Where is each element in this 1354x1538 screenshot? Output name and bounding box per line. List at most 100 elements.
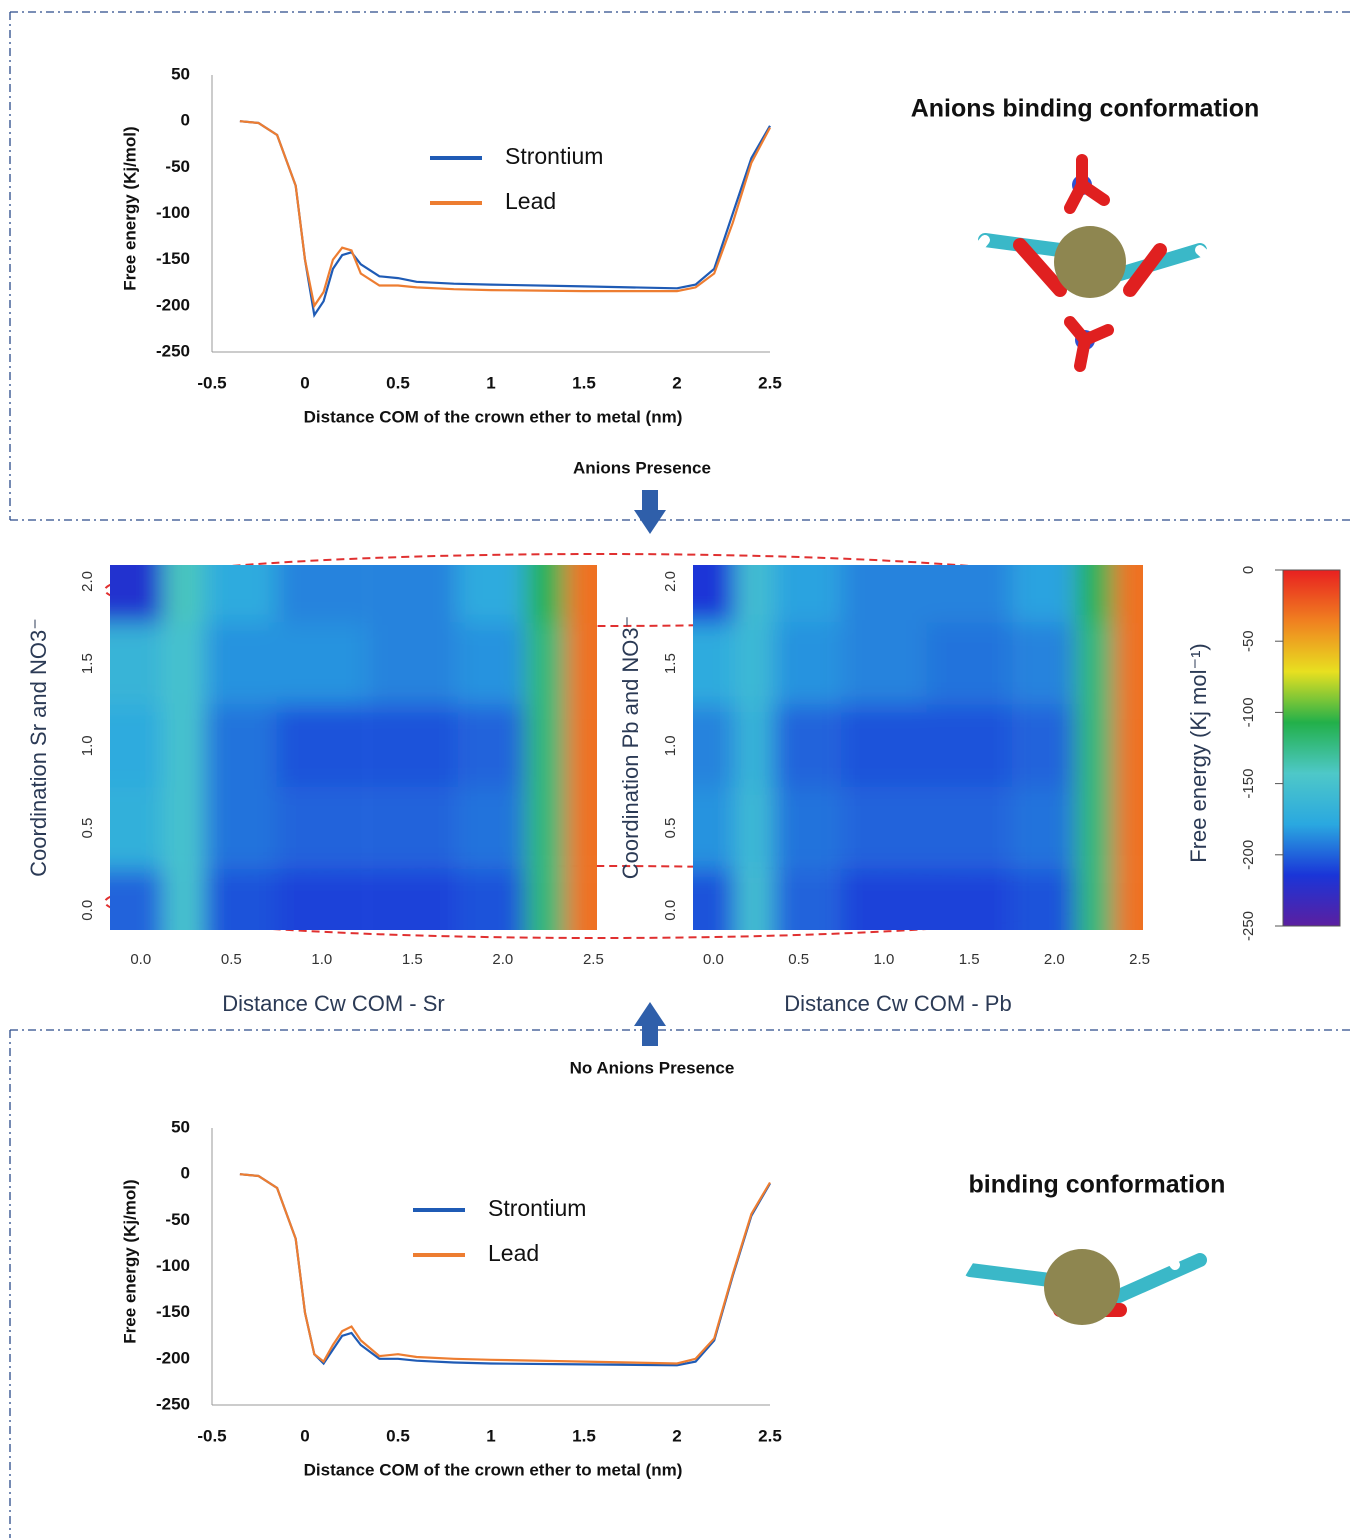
x-tick-label: 1.0: [873, 951, 894, 968]
heat-cell: [927, 787, 1012, 869]
y-tick-label: -150: [156, 1302, 190, 1321]
colorbar-tick-label: -100: [1240, 697, 1257, 727]
y-tick-label: -200: [156, 1348, 190, 1367]
x-axis-label: Distance Cw COM - Pb: [784, 991, 1011, 1016]
heat-cell: [163, 623, 204, 705]
heat-cell: [163, 869, 204, 979]
y-tick-label: 50: [171, 1117, 190, 1136]
molecule-plain: [960, 1245, 1200, 1355]
legend-label: Lead: [505, 188, 556, 214]
heat-cell: [163, 516, 204, 623]
heat-cell: [773, 787, 841, 869]
y-tick-label: -50: [165, 1210, 190, 1229]
heat-cell: [773, 623, 841, 705]
heat-cell: [367, 705, 458, 787]
x-tick-label: 1: [486, 1426, 495, 1445]
heat-cell: [1076, 623, 1114, 705]
y-axis-label: Free energy (Kj/mol): [120, 1179, 139, 1343]
heatmap-cells: [56, 516, 652, 980]
colorbar-label: Free energy (Kj mol⁻¹): [1186, 643, 1211, 862]
heat-cell: [525, 623, 566, 705]
y-tick-label: 0.5: [79, 818, 96, 839]
y-tick-label: 0.0: [79, 900, 96, 921]
x-tick-label: 0.5: [788, 951, 809, 968]
x-tick-label: 1.0: [311, 951, 332, 968]
heat-cell: [841, 623, 926, 705]
anions-presence: Anions Presence: [573, 458, 711, 477]
heat-cell: [1114, 516, 1194, 623]
heat-cell: [773, 705, 841, 787]
heat-cell: [735, 787, 773, 869]
heat-cell: [1114, 787, 1194, 869]
heat-cell: [56, 787, 164, 869]
molecule-title: binding conformation: [969, 1171, 1226, 1199]
x-tick-label: 0.5: [221, 951, 242, 968]
heat-cell: [458, 516, 526, 623]
heat-cell: [163, 787, 204, 869]
heat-cell: [1076, 705, 1114, 787]
heat-cell: [927, 623, 1012, 705]
heat-cell: [277, 705, 368, 787]
y-tick-label: 2.0: [79, 571, 96, 592]
x-tick-label: -0.5: [197, 373, 226, 392]
legend-label: Lead: [488, 1240, 539, 1266]
heat-cell: [927, 516, 1012, 623]
x-tick-label: 1: [486, 373, 495, 392]
heat-cell: [1012, 516, 1076, 623]
x-tick-label: 0.0: [130, 951, 151, 968]
y-tick-label: -150: [156, 249, 190, 268]
y-tick-label: 0.0: [662, 900, 679, 921]
colorbar-tick-label: -200: [1240, 840, 1257, 870]
y-tick-label: 0: [181, 1164, 190, 1183]
heat-cell: [841, 787, 926, 869]
heat-cell: [458, 623, 526, 705]
y-axis-label: Free energy (Kj/mol): [120, 126, 139, 290]
heat-cell: [1012, 623, 1076, 705]
heat-cell: [735, 623, 773, 705]
heatmap: [642, 516, 1194, 980]
y-tick-label: 1.5: [79, 653, 96, 674]
colorbar-tick-label: -250: [1240, 911, 1257, 941]
x-tick-label: 1.5: [402, 951, 423, 968]
x-axis-label: Distance Cw COM - Sr: [222, 991, 444, 1016]
y-tick-label: -250: [156, 1394, 190, 1413]
heatmap-cells: [642, 516, 1194, 980]
heat-cell: [56, 705, 164, 787]
y-tick-label: 0.5: [662, 818, 679, 839]
molecule-anions: [965, 160, 1220, 366]
heat-cell: [841, 705, 926, 787]
no-anions-presence: No Anions Presence: [570, 1058, 735, 1077]
y-tick-label: 0: [181, 111, 190, 130]
legend-label: Strontium: [505, 143, 603, 169]
heat-cell: [277, 516, 368, 623]
heat-cell: [642, 623, 735, 705]
heat-cell: [458, 787, 526, 869]
x-tick-label: -0.5: [197, 1426, 226, 1445]
y-tick-label: 1.0: [79, 735, 96, 756]
heat-cell: [204, 705, 276, 787]
y-tick-label: -200: [156, 295, 190, 314]
x-tick-label: 0.0: [703, 951, 724, 968]
x-tick-label: 2.5: [583, 951, 604, 968]
heat-cell: [56, 516, 164, 623]
y-tick-label: 50: [171, 64, 190, 83]
heat-cell: [642, 787, 735, 869]
heat-cell: [56, 623, 164, 705]
figure: Anions Presence No Anions Presence Anion…: [0, 0, 1354, 1538]
x-axis-label: Distance COM of the crown ether to metal…: [304, 407, 683, 426]
heat-cell: [1076, 516, 1114, 623]
heat-cell: [735, 705, 773, 787]
y-axis-label: Coordination Pb and NO3⁻: [618, 616, 643, 880]
x-tick-label: 2.0: [492, 951, 513, 968]
heat-cell: [163, 705, 204, 787]
heat-cell: [525, 705, 566, 787]
y-tick-label: 1.5: [662, 653, 679, 674]
heat-cell: [1114, 705, 1194, 787]
x-tick-label: 0.5: [386, 373, 410, 392]
x-tick-label: 2: [672, 1426, 681, 1445]
heat-cell: [204, 516, 276, 623]
x-tick-label: 0.5: [386, 1426, 410, 1445]
y-tick-label: -100: [156, 203, 190, 222]
x-tick-label: 2.5: [758, 373, 782, 392]
heat-cell: [927, 705, 1012, 787]
